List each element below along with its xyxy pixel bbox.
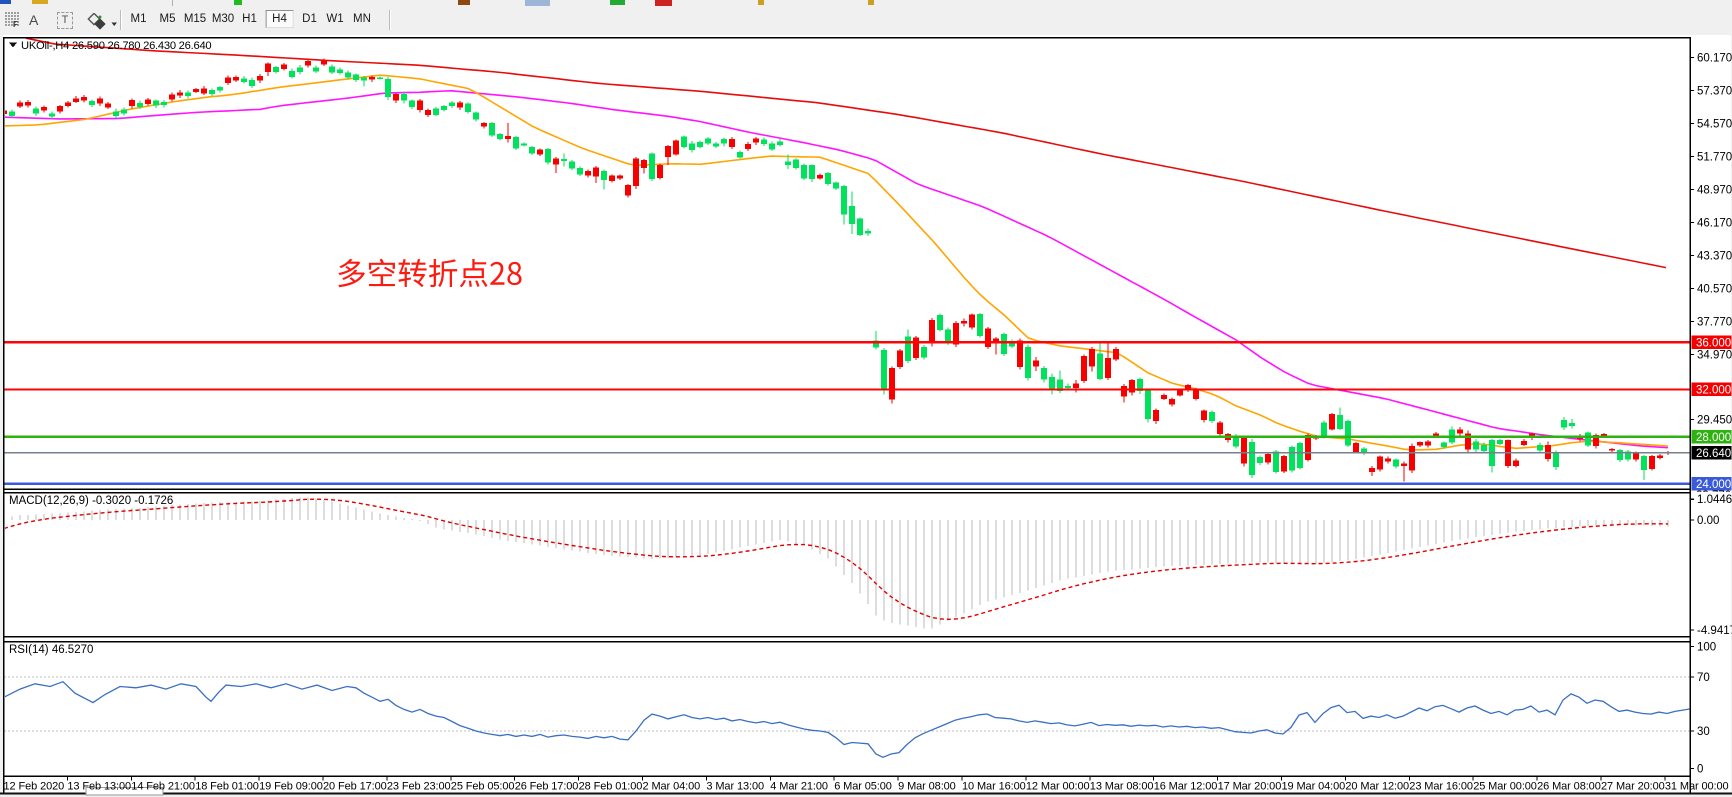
svg-text:48.970: 48.970 — [1697, 184, 1732, 196]
svg-text:28.000: 28.000 — [1696, 432, 1731, 444]
svg-text:3 Mar 13:00: 3 Mar 13:00 — [706, 781, 764, 793]
svg-text:19 Mar 04:00: 19 Mar 04:00 — [1282, 781, 1346, 793]
svg-text:13 Mar 08:00: 13 Mar 08:00 — [1090, 781, 1154, 793]
svg-text:26.640: 26.640 — [1696, 448, 1731, 460]
svg-text:32.000: 32.000 — [1696, 385, 1731, 397]
svg-text:34.970: 34.970 — [1697, 349, 1732, 361]
svg-text:23.770: 23.770 — [1696, 490, 1731, 502]
svg-text:0.00: 0.00 — [1697, 515, 1719, 527]
svg-text:17 Mar 20:00: 17 Mar 20:00 — [1218, 781, 1282, 793]
svg-text:54.570: 54.570 — [1697, 118, 1732, 130]
svg-text:43.370: 43.370 — [1697, 250, 1732, 262]
svg-text:57.370: 57.370 — [1697, 85, 1732, 97]
svg-text:24.000: 24.000 — [1696, 479, 1731, 491]
svg-text:20 Feb 17:00: 20 Feb 17:00 — [323, 781, 387, 793]
svg-text:60.170: 60.170 — [1697, 52, 1732, 64]
svg-text:70: 70 — [1697, 672, 1710, 684]
svg-text:20 Mar 12:00: 20 Mar 12:00 — [1345, 781, 1409, 793]
svg-text:36.000: 36.000 — [1696, 338, 1731, 350]
svg-text:13 Feb 13:00: 13 Feb 13:00 — [67, 781, 131, 793]
svg-text:23 Feb 23:00: 23 Feb 23:00 — [387, 781, 451, 793]
svg-text:23 Mar 16:00: 23 Mar 16:00 — [1409, 781, 1473, 793]
svg-text:2 Mar 04:00: 2 Mar 04:00 — [643, 781, 701, 793]
svg-text:100: 100 — [1697, 642, 1716, 654]
svg-text:25 Mar 00:00: 25 Mar 00:00 — [1473, 781, 1537, 793]
svg-text:37.770: 37.770 — [1697, 316, 1732, 328]
svg-text:18 Feb 01:00: 18 Feb 01:00 — [195, 781, 259, 793]
svg-text:6 Mar 05:00: 6 Mar 05:00 — [834, 781, 892, 793]
svg-text:0: 0 — [1697, 764, 1703, 776]
svg-text:27 Mar 20:00: 27 Mar 20:00 — [1601, 781, 1665, 793]
svg-text:RSI(14) 46.5270: RSI(14) 46.5270 — [9, 644, 93, 656]
svg-text:51.770: 51.770 — [1697, 151, 1732, 163]
svg-text:4 Mar 21:00: 4 Mar 21:00 — [770, 781, 828, 793]
svg-text:26 Feb 17:00: 26 Feb 17:00 — [515, 781, 579, 793]
svg-text:1.0446: 1.0446 — [1697, 494, 1732, 506]
svg-text:12 Mar 00:00: 12 Mar 00:00 — [1026, 781, 1090, 793]
svg-text:9 Mar 08:00: 9 Mar 08:00 — [898, 781, 956, 793]
svg-text:-4.9417: -4.9417 — [1697, 625, 1732, 637]
svg-text:26 Mar 08:00: 26 Mar 08:00 — [1537, 781, 1601, 793]
svg-text:40.570: 40.570 — [1697, 283, 1732, 295]
svg-text:14 Feb 21:00: 14 Feb 21:00 — [131, 781, 195, 793]
svg-text:16 Mar 12:00: 16 Mar 12:00 — [1154, 781, 1218, 793]
svg-text:12 Feb 2020: 12 Feb 2020 — [4, 781, 65, 793]
svg-text:MACD(12,26,9) -0.3020 -0.1726: MACD(12,26,9) -0.3020 -0.1726 — [9, 495, 173, 507]
svg-text:10 Mar 16:00: 10 Mar 16:00 — [962, 781, 1026, 793]
svg-text:31 Mar 00:00: 31 Mar 00:00 — [1665, 781, 1729, 793]
svg-text:46.170: 46.170 — [1697, 217, 1732, 229]
svg-text:25 Feb 05:00: 25 Feb 05:00 — [451, 781, 515, 793]
svg-text:30: 30 — [1697, 726, 1710, 738]
svg-text:UKOil-,H4 26.590 26.780 26.43: UKOil-,H4 26.590 26.780 26.430 26.640 — [21, 40, 211, 52]
svg-text:29.450: 29.450 — [1697, 415, 1732, 427]
svg-text:19 Feb 09:00: 19 Feb 09:00 — [259, 781, 323, 793]
svg-text:28 Feb 01:00: 28 Feb 01:00 — [579, 781, 643, 793]
